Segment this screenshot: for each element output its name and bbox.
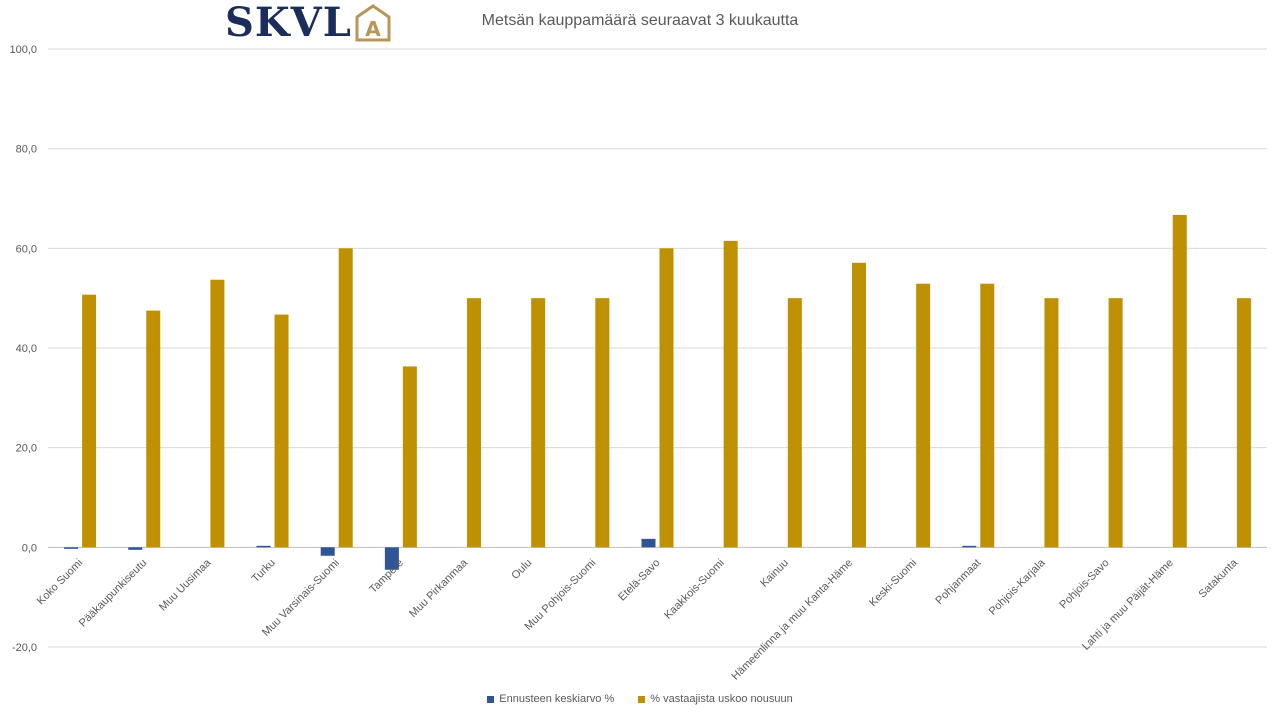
bar-share-rise <box>1172 214 1187 548</box>
bars <box>64 214 1251 570</box>
gridlines <box>48 48 1267 648</box>
bar-forecast-mean <box>384 547 399 570</box>
chart-title: Metsän kauppamäärä seuraavat 3 kuukautta <box>481 12 799 29</box>
x-category-label: Satakunta <box>1197 556 1241 600</box>
x-category-label: Keski-Suomi <box>867 557 919 609</box>
y-tick-label: -20,0 <box>12 642 37 654</box>
bar-share-rise <box>980 283 995 548</box>
bar-share-rise <box>659 248 674 548</box>
y-tick-label: 100,0 <box>9 44 37 56</box>
bar-forecast-mean <box>962 545 977 548</box>
legend-item-series2: % vastaajista uskoo nousuun <box>638 693 793 705</box>
bar-share-rise <box>851 262 866 548</box>
legend-label-series2: % vastaajista uskoo nousuun <box>650 693 793 705</box>
legend-item-series1: Ennusteen keskiarvo % <box>487 693 614 705</box>
x-category-label: Pohjois-Karjala <box>987 556 1048 617</box>
x-category-label: Pääkaupunkiseutu <box>77 557 149 629</box>
y-tick-label: 40,0 <box>16 343 37 355</box>
logo-house-icon: A <box>355 4 391 42</box>
x-category-label: Kainuu <box>758 557 791 590</box>
bar-forecast-mean <box>128 547 143 550</box>
bar-share-rise <box>274 314 289 548</box>
y-axis-ticks: -20,0 0,0 20,0 40,0 60,0 80,0 100,0 <box>9 44 37 654</box>
svg-text:A: A <box>365 17 381 41</box>
y-tick-label: 0,0 <box>22 542 37 554</box>
y-tick-label: 60,0 <box>16 243 37 255</box>
bar-forecast-mean <box>320 547 335 556</box>
legend: Ennusteen keskiarvo % % vastaajista usko… <box>0 693 1280 705</box>
bar-share-rise <box>1236 298 1251 548</box>
x-category-label: Oulu <box>509 557 534 582</box>
bar-share-rise <box>595 298 610 548</box>
bar-share-rise <box>338 248 353 548</box>
x-category-label: Kaakkois-Suomi <box>662 557 727 622</box>
bar-share-rise <box>531 298 546 548</box>
bar-share-rise <box>82 294 97 548</box>
bar-forecast-mean <box>256 545 271 548</box>
legend-label-series1: Ennusteen keskiarvo % <box>499 693 615 705</box>
bar-share-rise <box>1108 298 1123 548</box>
bar-share-rise <box>723 240 738 548</box>
bar-share-rise <box>787 298 802 548</box>
x-category-label: Muu Pohjois-Suomi <box>523 557 599 633</box>
legend-swatch-series1 <box>487 695 495 703</box>
x-category-label: Pohjois-Savo <box>1057 557 1111 611</box>
bar-share-rise <box>1044 298 1059 548</box>
bar-share-rise <box>146 310 161 548</box>
y-tick-label: 80,0 <box>16 144 37 156</box>
bar-share-rise <box>210 279 225 548</box>
bar-forecast-mean <box>64 547 79 549</box>
x-category-label: Turku <box>250 557 278 585</box>
bar-share-rise <box>467 298 482 548</box>
x-category-label: Koko Suomi <box>35 557 85 607</box>
bar-share-rise <box>402 366 417 548</box>
x-category-label: Muu Pirkanmaa <box>407 556 471 620</box>
x-category-label: Pohjanmaat <box>933 557 983 607</box>
bar-share-rise <box>916 283 931 548</box>
logo-text: SKVL <box>225 0 352 46</box>
x-category-label: Etelä-Savo <box>616 557 663 604</box>
legend-swatch-series2 <box>638 695 646 703</box>
x-category-label: Muu Uusimaa <box>157 556 214 613</box>
y-tick-label: 20,0 <box>16 443 37 455</box>
bar-forecast-mean <box>641 538 656 548</box>
skvl-logo: SKVL A <box>225 2 392 44</box>
x-category-label: Hämeenlinna ja muu Kanta-Häme <box>729 557 855 683</box>
